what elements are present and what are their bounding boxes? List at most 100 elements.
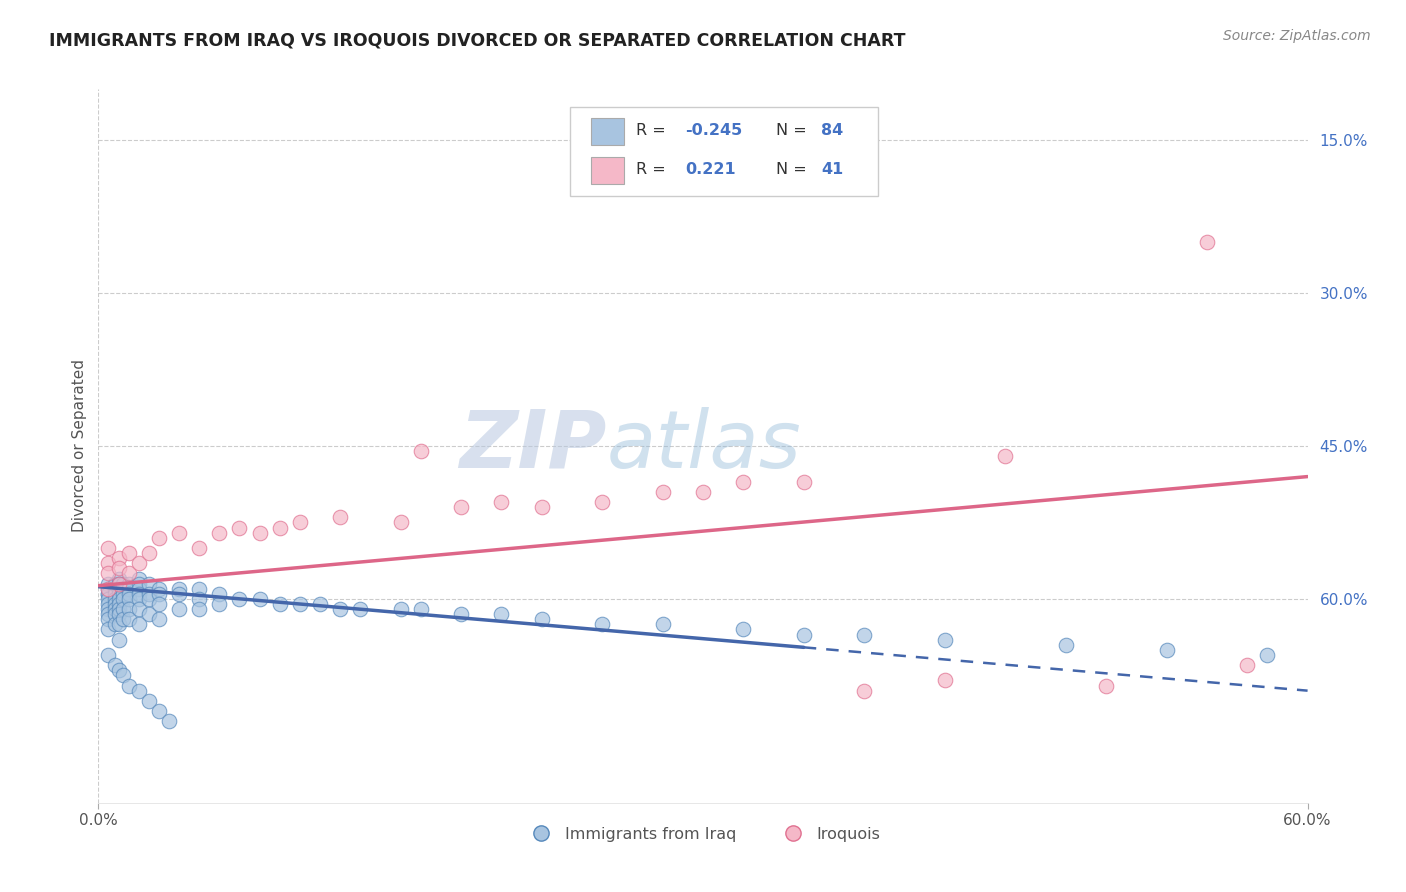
- Point: [491, 607, 513, 622]
- Point: [188, 602, 211, 616]
- Point: [269, 520, 291, 534]
- Point: [128, 587, 150, 601]
- Point: [651, 617, 673, 632]
- Point: [107, 582, 129, 596]
- Point: [103, 591, 125, 606]
- Point: [591, 495, 613, 509]
- Point: [128, 582, 150, 596]
- Point: [107, 561, 129, 575]
- Point: [651, 484, 673, 499]
- Point: [208, 525, 231, 540]
- Point: [249, 525, 271, 540]
- Point: [450, 500, 472, 515]
- Point: [167, 525, 190, 540]
- Point: [793, 475, 815, 489]
- Point: [450, 607, 472, 622]
- Point: [97, 587, 120, 601]
- Point: [118, 546, 141, 560]
- Point: [103, 602, 125, 616]
- Point: [793, 627, 815, 641]
- Point: [692, 484, 714, 499]
- Point: [188, 591, 211, 606]
- Text: R =: R =: [637, 123, 672, 137]
- Point: [853, 683, 876, 698]
- Point: [167, 582, 190, 596]
- Point: [329, 602, 352, 616]
- Point: [1256, 648, 1278, 662]
- Point: [148, 704, 170, 718]
- Point: [111, 612, 134, 626]
- Point: [103, 617, 125, 632]
- Point: [103, 587, 125, 601]
- Text: ZIP: ZIP: [458, 407, 606, 485]
- Text: N =: N =: [776, 123, 811, 137]
- Point: [111, 587, 134, 601]
- Point: [491, 495, 513, 509]
- Point: [128, 591, 150, 606]
- Text: IMMIGRANTS FROM IRAQ VS IROQUOIS DIVORCED OR SEPARATED CORRELATION CHART: IMMIGRANTS FROM IRAQ VS IROQUOIS DIVORCE…: [49, 31, 905, 49]
- Point: [103, 597, 125, 611]
- Point: [138, 607, 160, 622]
- Point: [1195, 235, 1218, 249]
- Point: [288, 516, 311, 530]
- Point: [138, 576, 160, 591]
- Point: [97, 602, 120, 616]
- Point: [228, 591, 250, 606]
- Point: [148, 582, 170, 596]
- Point: [389, 516, 412, 530]
- Point: [208, 587, 231, 601]
- Point: [103, 582, 125, 596]
- Point: [118, 587, 141, 601]
- Bar: [591, 157, 624, 185]
- Point: [167, 602, 190, 616]
- Point: [591, 617, 613, 632]
- Point: [128, 617, 150, 632]
- Text: 84: 84: [821, 123, 844, 137]
- Point: [288, 597, 311, 611]
- Point: [118, 566, 141, 581]
- Point: [118, 582, 141, 596]
- Text: R =: R =: [637, 162, 672, 178]
- Point: [107, 607, 129, 622]
- Point: [409, 444, 432, 458]
- Point: [148, 587, 170, 601]
- Point: [208, 597, 231, 611]
- Point: [128, 683, 150, 698]
- Point: [269, 597, 291, 611]
- Point: [530, 612, 553, 626]
- Point: [853, 627, 876, 641]
- Text: 0.221: 0.221: [685, 162, 735, 178]
- Point: [128, 602, 150, 616]
- Point: [249, 591, 271, 606]
- Point: [97, 576, 120, 591]
- FancyBboxPatch shape: [569, 107, 879, 196]
- Point: [138, 546, 160, 560]
- Point: [128, 576, 150, 591]
- Point: [107, 632, 129, 647]
- Text: -0.245: -0.245: [685, 123, 742, 137]
- Point: [389, 602, 412, 616]
- Point: [103, 607, 125, 622]
- Point: [97, 623, 120, 637]
- Bar: [591, 118, 624, 145]
- Point: [138, 694, 160, 708]
- Point: [111, 602, 134, 616]
- Point: [97, 541, 120, 555]
- Point: [118, 602, 141, 616]
- Point: [97, 597, 120, 611]
- Point: [118, 576, 141, 591]
- Point: [107, 551, 129, 566]
- Point: [228, 520, 250, 534]
- Point: [733, 475, 755, 489]
- Point: [107, 663, 129, 677]
- Point: [107, 591, 129, 606]
- Point: [107, 576, 129, 591]
- Point: [103, 576, 125, 591]
- Point: [107, 597, 129, 611]
- Point: [97, 556, 120, 570]
- Point: [97, 582, 120, 596]
- Point: [1156, 643, 1178, 657]
- Point: [309, 597, 332, 611]
- Point: [530, 500, 553, 515]
- Point: [188, 541, 211, 555]
